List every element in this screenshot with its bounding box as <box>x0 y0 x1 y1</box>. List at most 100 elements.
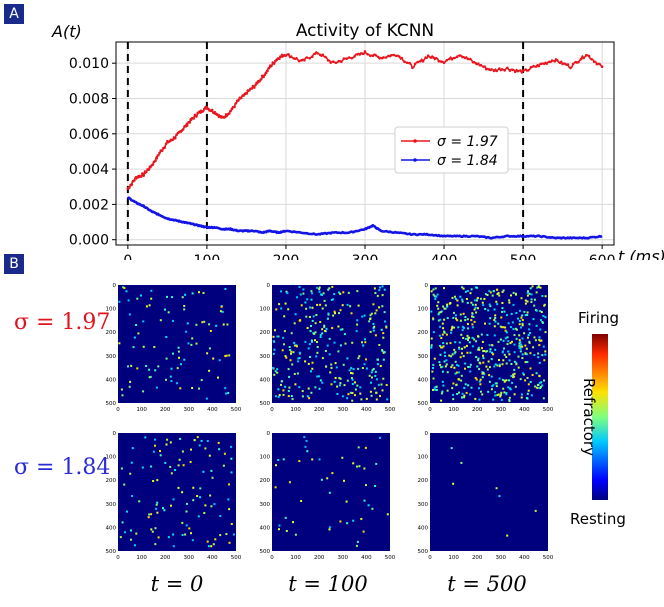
cell-0-2-420 <box>453 352 456 355</box>
cell-1-1-37 <box>367 504 370 507</box>
cell-0-0-24 <box>184 293 187 296</box>
cell-0-2-87 <box>542 345 545 348</box>
cell-1-0-86 <box>202 470 205 473</box>
cell-0-1-27 <box>306 298 309 301</box>
cell-0-0-19 <box>183 305 186 307</box>
cell-1-0-11 <box>167 536 170 539</box>
cell-0-2-236 <box>434 287 437 290</box>
hm-xtick-1-2-0: 0 <box>428 555 432 561</box>
cell-0-2-294 <box>442 384 445 387</box>
cell-0-0-3 <box>208 323 211 326</box>
cell-0-0-33 <box>123 287 126 289</box>
cell-0-2-484 <box>508 387 511 390</box>
cell-0-1-216 <box>290 332 293 335</box>
cell-0-1-172 <box>314 331 317 334</box>
cell-0-2-170 <box>492 384 495 387</box>
cell-0-2-164 <box>430 337 433 340</box>
cell-0-2-363 <box>538 374 541 377</box>
hm-ytick-1-2-5: 500 <box>418 549 429 555</box>
cell-0-2-518 <box>513 372 516 375</box>
series-point-0-300 <box>363 50 367 53</box>
cell-0-2-382 <box>519 341 522 344</box>
cell-0-1-80 <box>282 336 285 339</box>
cell-0-2-184 <box>492 398 495 401</box>
cell-1-0-9 <box>196 495 199 497</box>
series-point-0-210 <box>264 71 268 75</box>
cell-0-2-82 <box>510 294 512 297</box>
cell-0-2-456 <box>524 299 527 302</box>
cell-0-2-225 <box>526 311 529 314</box>
series-point-0-312 <box>379 56 383 60</box>
cell-0-2-286 <box>496 303 499 306</box>
cell-0-1-207 <box>355 330 358 333</box>
cell-0-2-448 <box>493 319 496 321</box>
cell-0-1-139 <box>372 322 375 325</box>
cell-1-1-46 <box>274 486 277 489</box>
series-point-0-468 <box>585 53 588 57</box>
cell-0-1-257 <box>381 294 384 297</box>
cell-1-2-2 <box>450 447 453 450</box>
cell-0-1-274 <box>310 339 313 342</box>
cell-0-0-55 <box>136 297 139 300</box>
hm-xtick-0-2-4: 400 <box>519 407 530 413</box>
cell-1-1-28 <box>386 513 389 516</box>
series-point-0-100 <box>192 117 195 120</box>
cell-0-2-361 <box>439 353 442 356</box>
series-point-0-294 <box>355 53 359 56</box>
cell-0-1-42 <box>351 341 354 344</box>
cell-0-1-152 <box>323 299 326 302</box>
cell-0-2-338 <box>448 302 451 305</box>
cell-0-1-214 <box>330 298 333 301</box>
cell-1-0-15 <box>144 436 147 439</box>
cell-1-0-18 <box>185 510 188 513</box>
series-point-0-306 <box>371 54 375 57</box>
cell-0-1-227 <box>361 315 364 318</box>
cell-1-0-14 <box>135 532 138 535</box>
cell-0-0-22 <box>181 296 184 299</box>
cell-1-0-48 <box>210 505 213 508</box>
cell-1-0-62 <box>206 540 209 543</box>
cell-0-2-20 <box>481 347 483 350</box>
cell-0-1-170 <box>376 378 378 381</box>
cell-0-1-294 <box>280 380 283 383</box>
cell-0-2-122 <box>442 305 445 308</box>
series-point-0-304 <box>369 54 372 58</box>
cell-0-1-131 <box>296 372 299 375</box>
cell-0-2-58 <box>461 300 464 303</box>
cell-0-2-391 <box>518 339 521 342</box>
cell-0-1-35 <box>314 322 317 325</box>
cell-0-2-419 <box>502 387 505 390</box>
series-point-0-6 <box>130 183 134 186</box>
cell-0-0-67 <box>203 320 206 323</box>
cell-0-1-278 <box>314 339 316 342</box>
cell-0-0-31 <box>159 319 162 322</box>
cell-0-1-232 <box>342 291 345 294</box>
cell-0-1-225 <box>307 347 310 350</box>
cell-0-1-64 <box>341 304 344 307</box>
cell-0-0-38 <box>205 397 208 400</box>
series-point-0-418 <box>519 69 522 72</box>
cell-0-2-438 <box>519 347 522 350</box>
cell-0-1-4 <box>319 321 322 323</box>
cell-0-2-442 <box>453 366 456 369</box>
cell-0-2-359 <box>479 383 482 386</box>
cell-0-2-418 <box>508 399 511 401</box>
series-point-0-348 <box>426 54 430 57</box>
cell-0-2-499 <box>432 377 435 380</box>
cell-0-1-96 <box>385 325 388 328</box>
cell-0-2-315 <box>508 301 511 304</box>
cell-0-2-509 <box>512 373 515 376</box>
series-point-0-444 <box>553 59 556 63</box>
cell-0-1-135 <box>289 349 292 351</box>
cell-0-2-259 <box>475 378 478 381</box>
series-point-0-316 <box>384 56 388 59</box>
cell-1-0-29 <box>124 531 126 534</box>
cell-0-1-56 <box>319 379 322 382</box>
series-point-0-48 <box>158 151 161 155</box>
cell-0-2-364 <box>535 386 538 389</box>
cell-0-2-519 <box>468 341 471 344</box>
hm-xtick-0-0-4: 400 <box>207 407 218 413</box>
cell-0-2-481 <box>528 341 531 344</box>
hm-xtick-0-1-0: 0 <box>270 407 274 413</box>
cell-1-0-7 <box>197 515 200 518</box>
